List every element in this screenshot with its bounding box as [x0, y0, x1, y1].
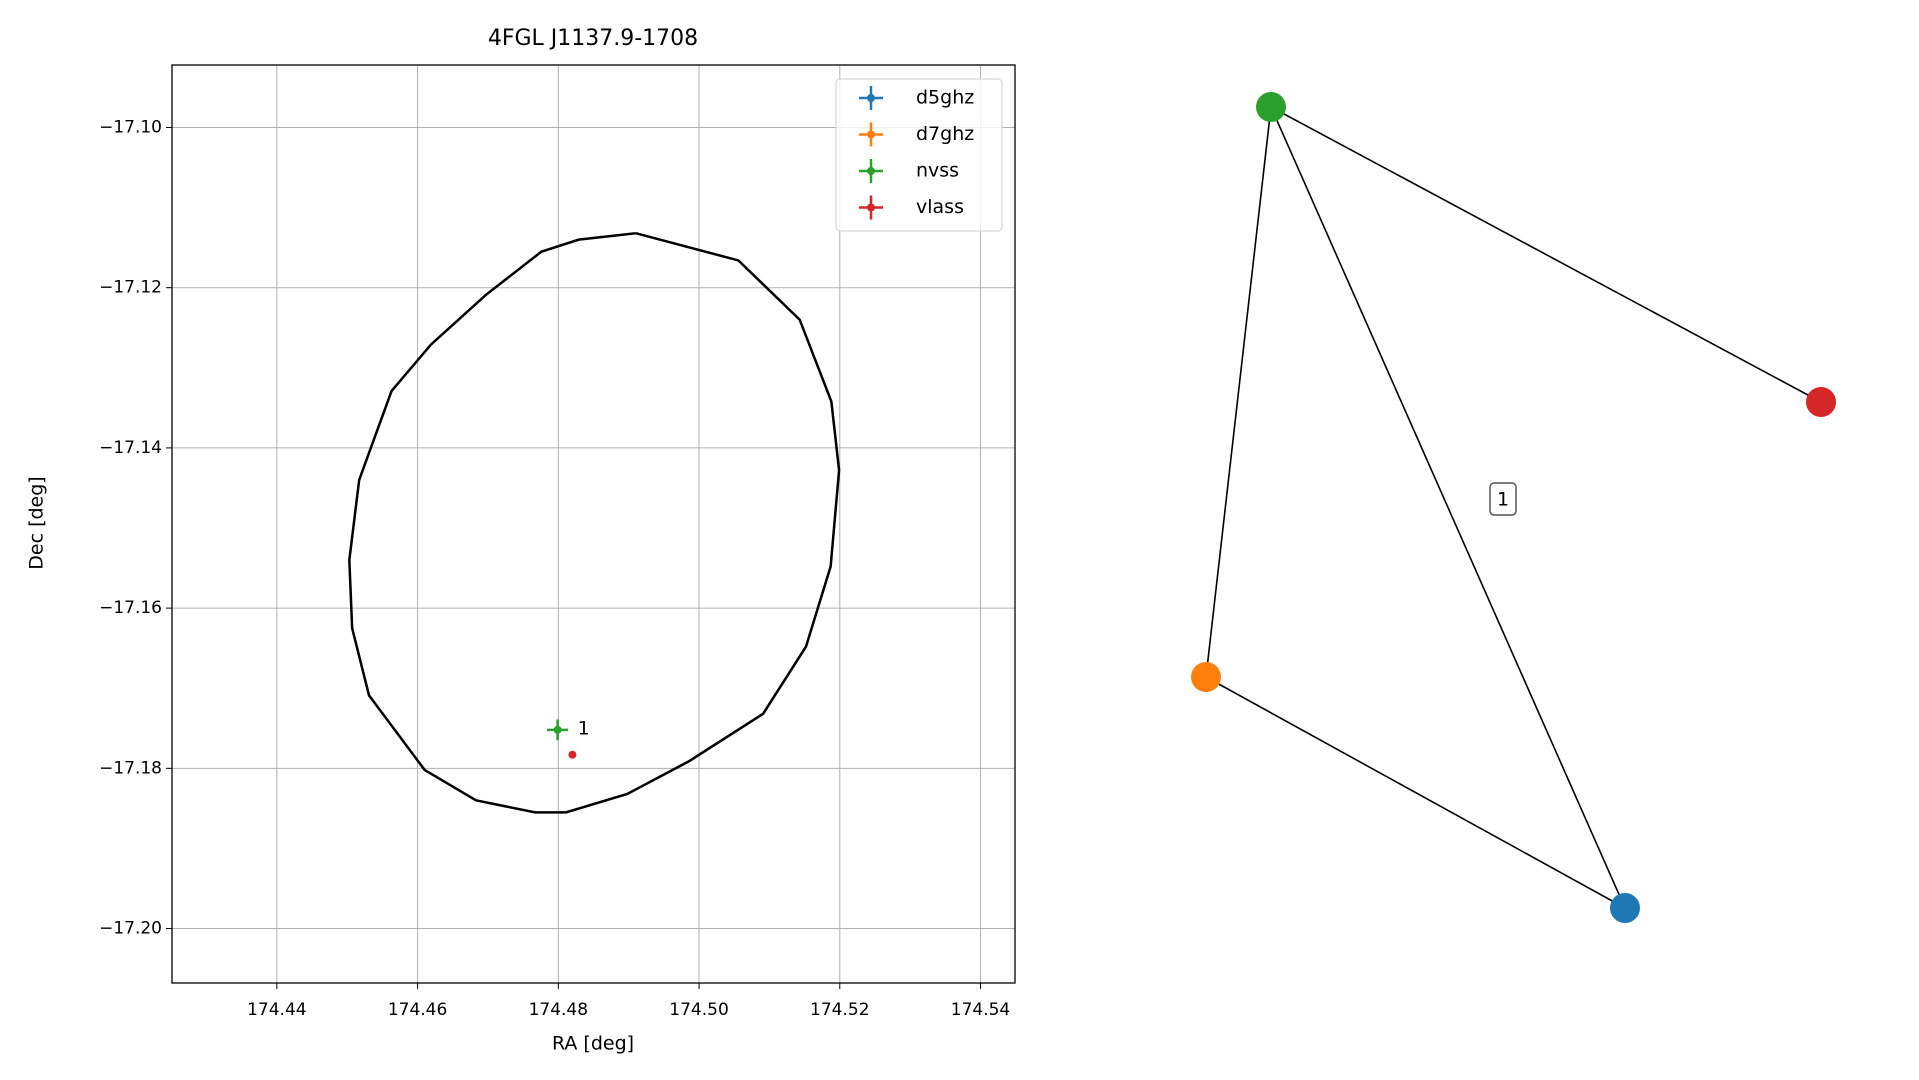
y-axis-label: Dec [deg] [26, 476, 48, 569]
axes-frame [171, 64, 1016, 984]
label-box [1489, 482, 1517, 516]
legend-label: d7ghz [916, 123, 974, 145]
x-tick-label: 174.44 [247, 1000, 306, 1020]
x-tick-label: 174.48 [529, 1000, 588, 1020]
y-tick-label: −17.20 [99, 919, 162, 939]
y-tick-label: −17.16 [99, 598, 162, 618]
y-tick-label: −17.18 [99, 758, 162, 778]
annotation: 1 [578, 717, 590, 739]
legend-label: nvss [916, 160, 959, 182]
legend-marker [867, 203, 875, 212]
ellipse [348, 231, 841, 814]
y-tick-label: −17.14 [99, 438, 162, 458]
point [568, 750, 577, 759]
edge [1270, 106, 1822, 403]
legend-marker [867, 167, 875, 175]
legend-label: vlass [916, 196, 964, 218]
x-tick-label: 174.50 [669, 1000, 728, 1020]
legend-box [835, 78, 1003, 232]
graph-label: 1 [1497, 489, 1509, 511]
node [1610, 893, 1640, 923]
edge [1205, 676, 1626, 909]
y-tick-label: −17.10 [99, 117, 162, 137]
edge [1270, 106, 1626, 909]
x-tick-label: 174.52 [810, 1000, 869, 1020]
x-axis-label: RA [deg] [552, 1033, 634, 1055]
x-tick-label: 174.54 [951, 1000, 1010, 1020]
y-tick-label: −17.12 [99, 278, 162, 298]
node [1806, 387, 1836, 417]
legend-marker [867, 130, 875, 139]
network [1191, 92, 1836, 923]
legend-label: d5ghz [916, 87, 974, 109]
node [1191, 662, 1221, 692]
legend-marker [867, 94, 875, 102]
point [553, 725, 562, 734]
x-tick-label: 174.46 [388, 1000, 447, 1020]
chart-title: 4FGL J1137.9-1708 [488, 26, 698, 51]
node [1256, 92, 1286, 122]
edge [1205, 106, 1272, 678]
